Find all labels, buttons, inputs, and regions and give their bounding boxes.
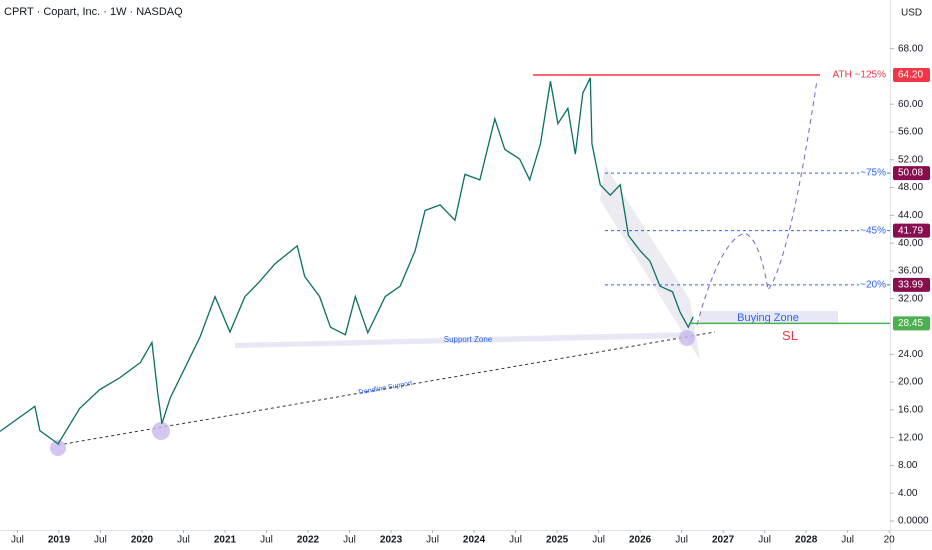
y-tick-label: 8.00	[898, 460, 918, 471]
y-tick-label: 4.00	[898, 488, 918, 499]
x-tick-label: 2021	[214, 535, 237, 546]
y-tick-label: 60.00	[898, 99, 923, 110]
y-tick-label: 44.00	[898, 210, 923, 221]
y-tick-label: 32.00	[898, 293, 923, 304]
y-tick-label: 16.00	[898, 404, 923, 415]
x-tick-label: Jul	[758, 535, 771, 546]
y-tick-label: 68.00	[898, 43, 923, 54]
currency: USD	[901, 8, 922, 19]
x-tick-label: 2022	[297, 535, 320, 546]
y-tick-label: 40.00	[898, 238, 923, 249]
level-label: ATH ~125%	[833, 70, 887, 81]
x-tick-label: 2028	[795, 535, 818, 546]
y-tick-label: 0.0000	[898, 516, 929, 527]
buying-zone	[700, 311, 838, 323]
y-tick-label: 56.00	[898, 127, 923, 138]
y-tick-label: 52.00	[898, 154, 923, 165]
price-badge	[893, 277, 930, 292]
buying-zone-label: Buying Zone	[737, 312, 799, 324]
price-badge	[893, 316, 930, 331]
x-tick-label: Jul	[177, 535, 190, 546]
x-tick-label: Jul	[509, 535, 522, 546]
price-badge-label: 64.20	[898, 70, 923, 81]
x-tick-label: Jul	[841, 535, 854, 546]
support-zone-band	[235, 332, 690, 348]
y-tick-label: 24.00	[898, 349, 923, 360]
price-badge-label: 41.79	[898, 225, 923, 236]
x-tick-label: Jul	[94, 535, 107, 546]
price-badge-label: 28.45	[898, 318, 923, 329]
x-tick-label: 2024	[463, 535, 486, 546]
level-label: ~20%	[860, 280, 886, 291]
low-marker	[50, 440, 66, 456]
y-tick-label: 20.00	[898, 377, 923, 388]
x-tick-label: Jul	[11, 535, 24, 546]
x-tick-label: 20	[884, 535, 896, 546]
x-tick-label: Jul	[675, 535, 688, 546]
low-marker	[152, 422, 170, 440]
x-tick-label: 2020	[131, 535, 154, 546]
x-tick-label: Jul	[343, 535, 356, 546]
x-tick-label: Jul	[592, 535, 605, 546]
level-label: ~75%	[860, 168, 886, 179]
level-label: ~45%	[860, 225, 886, 236]
x-tick-label: 2019	[48, 535, 71, 546]
y-tick-label: 48.00	[898, 182, 923, 193]
x-tick-label: 2025	[546, 535, 569, 546]
y-tick-label: 12.00	[898, 432, 923, 443]
price-badge	[893, 223, 930, 238]
y-tick-label: 36.00	[898, 266, 923, 277]
price-badge-label: 50.08	[898, 168, 923, 179]
price-badge	[893, 68, 930, 83]
price-badge-label: 33.99	[898, 280, 923, 291]
x-tick-label: Jul	[426, 535, 439, 546]
price-line	[0, 77, 694, 445]
support-zone-label: Support Zone	[444, 335, 493, 344]
x-tick-label: 2027	[712, 535, 735, 546]
projection-path	[696, 79, 818, 326]
x-tick-label: 2023	[380, 535, 403, 546]
x-tick-label: 2026	[629, 535, 652, 546]
chart-title: CPRT · Copart, Inc. · 1W · NASDAQ	[4, 6, 183, 18]
x-tick-label: Jul	[260, 535, 273, 546]
price-badge	[893, 166, 930, 181]
low-marker	[679, 330, 695, 346]
level-label: SL	[782, 328, 798, 343]
